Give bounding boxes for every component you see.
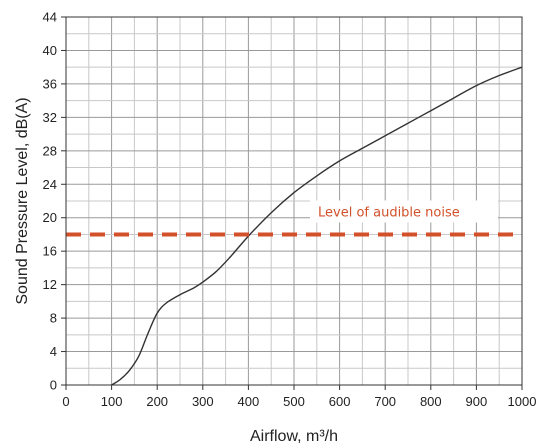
x-tick-label: 500	[283, 394, 305, 409]
x-tick-label: 300	[192, 394, 214, 409]
x-tick-label: 400	[238, 394, 260, 409]
y-tick-label: 0	[50, 378, 57, 393]
x-tick-label: 100	[101, 394, 123, 409]
x-tick-label: 600	[329, 394, 351, 409]
reference-layer: Level of audible noise	[66, 200, 522, 237]
y-tick-label: 28	[43, 143, 57, 158]
y-tick-label: 24	[43, 177, 57, 192]
annotation-background	[310, 200, 498, 223]
x-tick-label: 900	[466, 394, 488, 409]
y-tick-label: 12	[43, 277, 57, 292]
x-axis-title: Airflow, m³/h	[250, 428, 338, 445]
tick-labels: 0 100 200 300 400 500 600 700 800 900 1000 0 4 8 12 16 2…	[43, 10, 537, 410]
x-tick-label: 700	[374, 394, 396, 409]
y-tick-label: 32	[43, 110, 57, 125]
y-tick-label: 36	[43, 76, 57, 91]
y-tick-label: 8	[50, 311, 57, 326]
y-tick-label: 4	[50, 344, 57, 359]
y-tick-label: 40	[43, 43, 57, 58]
y-tick-label: 44	[43, 10, 57, 25]
plot-frame	[65, 16, 523, 386]
x-tick-label: 200	[146, 394, 168, 409]
y-axis-title: Sound Pressure Level, dB(A)	[14, 97, 31, 304]
x-tick-label: 800	[420, 394, 442, 409]
audible-noise-label: Level of audible noise	[318, 205, 460, 220]
x-tick-label: 0	[62, 394, 69, 409]
y-tick-label: 20	[43, 210, 57, 225]
y-tick-label: 16	[43, 244, 57, 259]
x-tick-label: 1000	[508, 394, 537, 409]
